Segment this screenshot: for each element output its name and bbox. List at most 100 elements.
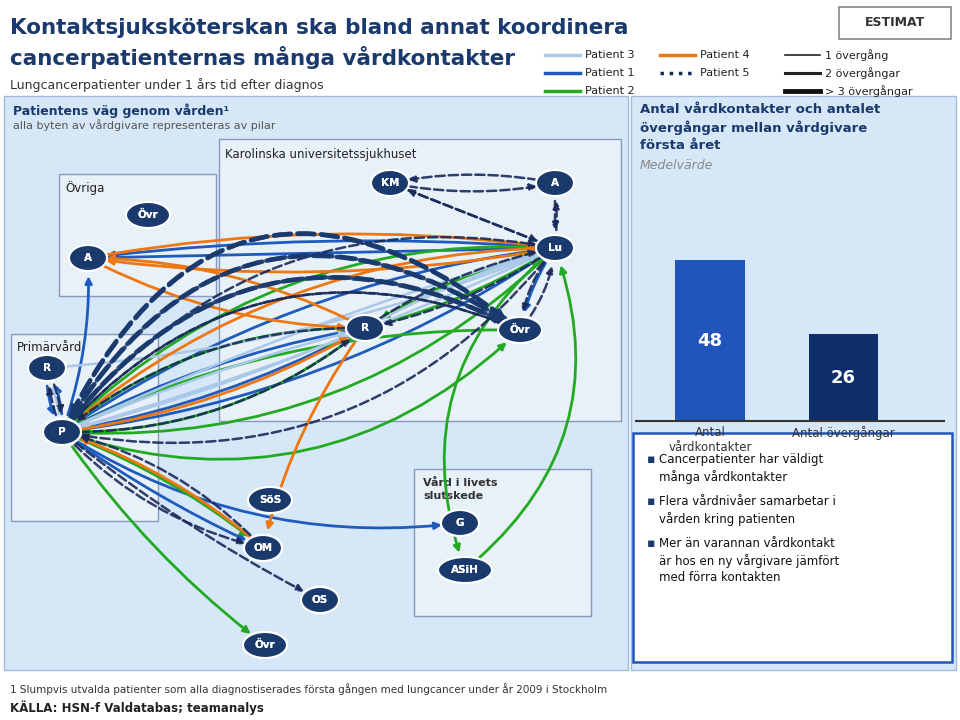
Ellipse shape	[69, 245, 107, 271]
Text: ▪: ▪	[647, 453, 656, 466]
Text: cancerpatienternas många vårdkontakter: cancerpatienternas många vårdkontakter	[10, 46, 515, 69]
Text: A: A	[84, 253, 92, 263]
Ellipse shape	[43, 419, 81, 445]
Text: R: R	[361, 323, 369, 333]
FancyBboxPatch shape	[4, 96, 628, 670]
Text: OS: OS	[312, 595, 328, 605]
Text: OM: OM	[253, 543, 273, 553]
Ellipse shape	[441, 510, 479, 536]
Text: Flera vårdnivåer samarbetar i
vården kring patienten: Flera vårdnivåer samarbetar i vården kri…	[659, 495, 836, 526]
FancyBboxPatch shape	[219, 139, 621, 421]
Text: R: R	[43, 363, 51, 373]
Text: Patient 2: Patient 2	[585, 86, 635, 96]
Text: Medelvärde: Medelvärde	[640, 159, 713, 172]
Ellipse shape	[301, 587, 339, 613]
Text: Patient 1: Patient 1	[585, 68, 635, 78]
Text: G: G	[456, 518, 465, 528]
FancyBboxPatch shape	[631, 96, 956, 670]
Text: Patientens väg genom vården¹: Patientens väg genom vården¹	[13, 103, 229, 117]
Ellipse shape	[441, 510, 479, 536]
Ellipse shape	[438, 557, 492, 583]
Ellipse shape	[371, 170, 409, 196]
Ellipse shape	[126, 202, 170, 228]
Text: Lu: Lu	[548, 243, 562, 253]
Text: G: G	[456, 518, 465, 528]
Text: Vård i livets
slutskede: Vård i livets slutskede	[423, 478, 497, 501]
Text: A: A	[551, 178, 559, 188]
Bar	[675, 260, 745, 421]
Text: Övr: Övr	[510, 325, 530, 335]
Text: Antal vårdkontakter och antalet
övergångar mellan vårdgivare
första året: Antal vårdkontakter och antalet övergång…	[640, 103, 880, 152]
FancyBboxPatch shape	[11, 334, 158, 521]
Ellipse shape	[346, 315, 384, 341]
Ellipse shape	[43, 419, 81, 445]
Text: R: R	[361, 323, 369, 333]
Text: 26: 26	[831, 369, 856, 387]
Text: Övr: Övr	[137, 210, 158, 220]
Text: 48: 48	[697, 331, 723, 349]
Ellipse shape	[28, 355, 66, 381]
Text: P: P	[59, 427, 66, 437]
Text: Primärvård: Primärvård	[17, 341, 83, 354]
FancyBboxPatch shape	[59, 174, 216, 296]
Text: Kontaktsjuksköterskan ska bland annat koordinera: Kontaktsjuksköterskan ska bland annat ko…	[10, 18, 629, 38]
Ellipse shape	[28, 355, 66, 381]
Ellipse shape	[438, 557, 492, 583]
Ellipse shape	[243, 632, 287, 658]
Text: Lungcancerpatienter under 1 års tid efter diagnos: Lungcancerpatienter under 1 års tid efte…	[10, 78, 324, 92]
Ellipse shape	[371, 170, 409, 196]
Text: P: P	[59, 427, 66, 437]
Text: Övr: Övr	[510, 325, 530, 335]
Text: A: A	[551, 178, 559, 188]
Text: SöS: SöS	[259, 495, 281, 505]
Ellipse shape	[498, 317, 542, 343]
Text: Övriga: Övriga	[65, 181, 105, 195]
Text: R: R	[43, 363, 51, 373]
FancyBboxPatch shape	[633, 433, 952, 662]
Text: OS: OS	[312, 595, 328, 605]
Text: KM: KM	[381, 178, 399, 188]
Ellipse shape	[536, 235, 574, 261]
Text: Övr: Övr	[137, 210, 158, 220]
FancyBboxPatch shape	[414, 469, 591, 616]
Text: ESTIMAT: ESTIMAT	[865, 17, 925, 30]
Ellipse shape	[346, 315, 384, 341]
Ellipse shape	[301, 587, 339, 613]
Ellipse shape	[243, 632, 287, 658]
Text: alla byten av vårdgivare representeras av pilar: alla byten av vårdgivare representeras a…	[13, 119, 276, 131]
Ellipse shape	[126, 202, 170, 228]
Text: KÄLLA: HSN-f Valdatabas; teamanalys: KÄLLA: HSN-f Valdatabas; teamanalys	[10, 700, 264, 714]
Text: OM: OM	[253, 543, 273, 553]
Text: 1 övergång: 1 övergång	[825, 49, 888, 61]
Ellipse shape	[69, 245, 107, 271]
Text: Övr: Övr	[254, 640, 276, 650]
Text: KM: KM	[381, 178, 399, 188]
Text: > 3 övergångar: > 3 övergångar	[825, 85, 913, 97]
Ellipse shape	[244, 535, 282, 561]
Text: Patient 5: Patient 5	[700, 68, 750, 78]
Ellipse shape	[498, 317, 542, 343]
Text: Patient 3: Patient 3	[585, 50, 635, 60]
Text: Patient 4: Patient 4	[700, 50, 750, 60]
Text: ASiH: ASiH	[451, 565, 479, 575]
FancyBboxPatch shape	[839, 7, 951, 39]
Ellipse shape	[536, 235, 574, 261]
Text: Mer än varannan vårdkontakt
är hos en ny vårgivare jämfört
med förra kontakten: Mer än varannan vårdkontakt är hos en ny…	[659, 537, 839, 585]
Text: ▪: ▪	[647, 495, 656, 508]
Ellipse shape	[536, 170, 574, 196]
Text: Övr: Övr	[254, 640, 276, 650]
Text: ASiH: ASiH	[451, 565, 479, 575]
Text: 2 övergångar: 2 övergångar	[825, 67, 900, 79]
Text: SöS: SöS	[259, 495, 281, 505]
Ellipse shape	[244, 535, 282, 561]
Text: ▪: ▪	[647, 537, 656, 550]
Text: Karolinska universitetssjukhuset: Karolinska universitetssjukhuset	[225, 148, 417, 161]
Ellipse shape	[536, 170, 574, 196]
Bar	[808, 334, 878, 421]
Text: Cancerpatienter har väldigt
många vårdkontakter: Cancerpatienter har väldigt många vårdko…	[659, 453, 824, 484]
Text: A: A	[84, 253, 92, 263]
Ellipse shape	[248, 487, 292, 513]
Ellipse shape	[248, 487, 292, 513]
Text: 1 Slumpvis utvalda patienter som alla diagnostiserades första gången med lungcan: 1 Slumpvis utvalda patienter som alla di…	[10, 683, 607, 695]
Text: Lu: Lu	[548, 243, 562, 253]
